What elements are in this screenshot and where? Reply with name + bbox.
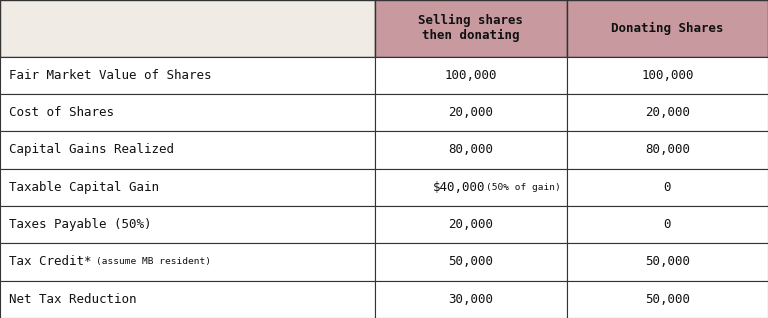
Text: Donating Shares: Donating Shares	[611, 22, 723, 35]
Text: (assume MB resident): (assume MB resident)	[96, 258, 210, 266]
Bar	[0, 0, 375, 57]
Bar	[375, 131, 567, 169]
Text: 50,000: 50,000	[645, 293, 690, 306]
Text: Taxes Payable (50%): Taxes Payable (50%)	[9, 218, 152, 231]
Bar	[567, 0, 768, 57]
Text: 0: 0	[664, 218, 671, 231]
Text: Fair Market Value of Shares: Fair Market Value of Shares	[9, 69, 212, 82]
Text: 20,000: 20,000	[645, 106, 690, 119]
Text: $40,000: $40,000	[433, 181, 485, 194]
Bar	[567, 206, 768, 243]
Text: 50,000: 50,000	[645, 255, 690, 268]
Bar	[0, 57, 375, 94]
Text: 50,000: 50,000	[449, 255, 493, 268]
Bar	[0, 131, 375, 169]
Bar	[375, 206, 567, 243]
Bar	[567, 94, 768, 131]
Text: Taxable Capital Gain: Taxable Capital Gain	[9, 181, 159, 194]
Text: (50% of gain): (50% of gain)	[486, 183, 561, 192]
Bar	[375, 281, 567, 318]
Text: 30,000: 30,000	[449, 293, 493, 306]
Bar	[567, 281, 768, 318]
Bar	[567, 169, 768, 206]
Bar	[0, 206, 375, 243]
Text: Tax Credit*: Tax Credit*	[9, 255, 91, 268]
Bar	[375, 243, 567, 281]
Text: 100,000: 100,000	[445, 69, 497, 82]
Text: Capital Gains Realized: Capital Gains Realized	[9, 143, 174, 156]
Text: Net Tax Reduction: Net Tax Reduction	[9, 293, 137, 306]
Text: 80,000: 80,000	[645, 143, 690, 156]
Bar	[567, 131, 768, 169]
Bar	[567, 57, 768, 94]
Bar	[0, 169, 375, 206]
Bar	[375, 57, 567, 94]
Text: 20,000: 20,000	[449, 106, 493, 119]
Text: Cost of Shares: Cost of Shares	[9, 106, 114, 119]
Text: 80,000: 80,000	[449, 143, 493, 156]
Bar	[375, 169, 567, 206]
Text: 0: 0	[664, 181, 671, 194]
Text: 100,000: 100,000	[641, 69, 694, 82]
Bar	[0, 281, 375, 318]
Bar	[375, 0, 567, 57]
Bar	[0, 243, 375, 281]
Bar	[0, 94, 375, 131]
Bar	[375, 94, 567, 131]
Text: Selling shares
then donating: Selling shares then donating	[419, 14, 523, 42]
Bar	[567, 243, 768, 281]
Text: 20,000: 20,000	[449, 218, 493, 231]
